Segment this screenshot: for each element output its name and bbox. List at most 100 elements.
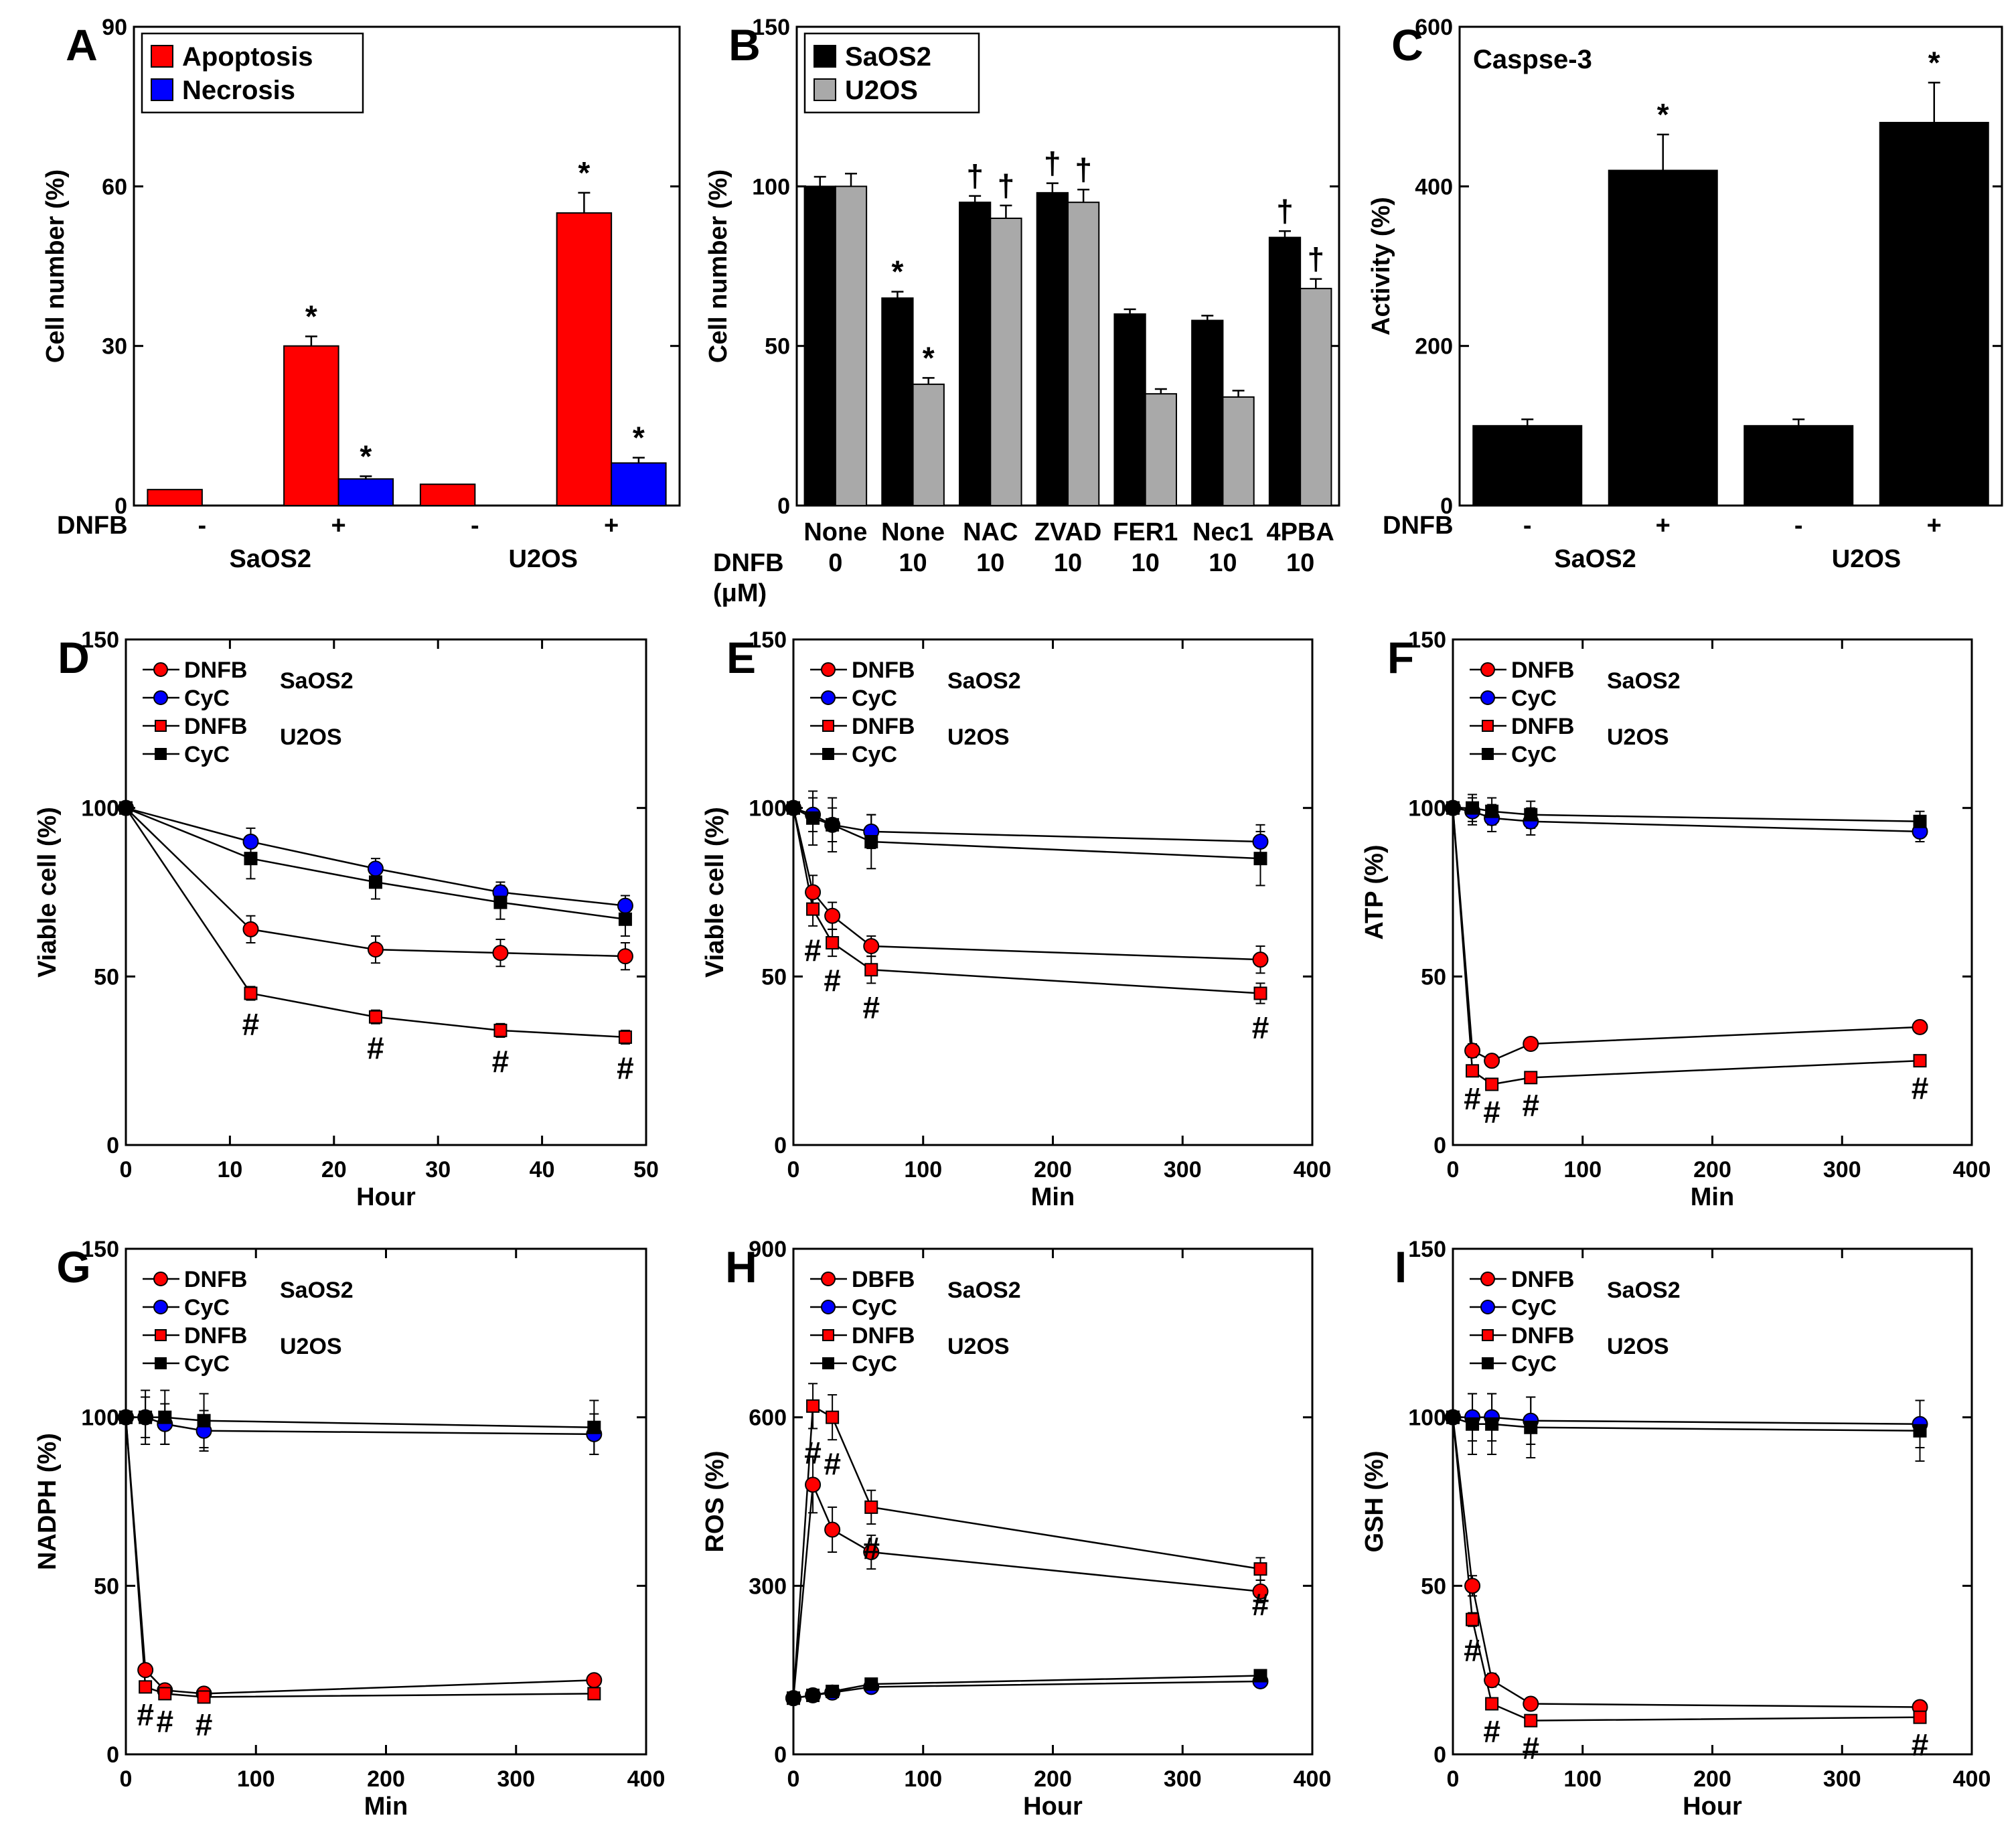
panel-d-ytick-label-3: 150 xyxy=(81,627,119,653)
panel-e-legend-label-2: DNFB xyxy=(852,714,915,739)
panel-c-bar-caspase-3-1 xyxy=(1608,169,1718,506)
panel-a-significance-mark-3-1: * xyxy=(633,421,645,455)
panel-f-series-0-point-3 xyxy=(1523,1036,1539,1052)
panel-a-legend-label-0: Apoptosis xyxy=(182,42,313,72)
panel-i-series-2-point-2 xyxy=(1485,1697,1499,1711)
panel-d-series-3-point-2 xyxy=(368,875,382,889)
panel-i-series-2-significance-mark-4: # xyxy=(1912,1728,1929,1762)
panel-h-xtick-label-2: 200 xyxy=(1034,1766,1072,1792)
panel-h-legend-group-1: U2OS xyxy=(947,1334,1010,1359)
panel-b-category-label-1: None xyxy=(881,518,945,546)
panel-d-legend-label-2: DNFB xyxy=(184,714,247,739)
panel-d-series-2-line xyxy=(125,807,625,1039)
panel-f-legend-marker-3 xyxy=(1482,748,1494,760)
panel-d-legend-marker-1 xyxy=(153,690,168,705)
panel-h-series-2-point-1 xyxy=(806,1399,820,1413)
panel-i-series-3-point-0 xyxy=(1446,1410,1460,1424)
panel-h-xtick-label-3: 300 xyxy=(1164,1766,1202,1792)
panel-b-ytick-label-1: 50 xyxy=(765,334,790,360)
panel-c-bar-caspase-3-2 xyxy=(1743,425,1854,506)
panel-e-series-1-point-4 xyxy=(1252,834,1269,850)
panel-b-category-label-0: None xyxy=(803,518,867,546)
panel-b-bar-u2os-3 xyxy=(1067,202,1100,506)
panel-d-legend-label-0: DNFB xyxy=(184,658,247,683)
panel-b-significance-mark-1-1: * xyxy=(923,340,935,375)
panel-d-ytick-label-2: 100 xyxy=(81,796,119,822)
panel-i-ytick-label-2: 100 xyxy=(1408,1405,1446,1431)
panel-i-xtick-label-2: 200 xyxy=(1693,1766,1731,1792)
panel-g-series-2-significance-mark-2: # xyxy=(156,1703,173,1738)
panel-h-series-2-significance-mark-1: # xyxy=(804,1435,822,1470)
panel-b-category-label-4: FER1 xyxy=(1113,518,1178,546)
panel-b-bar-u2os-6 xyxy=(1300,287,1332,506)
panel-a-bar-apoptosis-0 xyxy=(147,489,203,507)
panel-a-bar-necrosis-3 xyxy=(611,462,667,507)
panel-e-xtick-label-4: 400 xyxy=(1294,1157,1332,1182)
panel-c-category-label-3: + xyxy=(1927,512,1942,540)
panel-f-legend-marker-1 xyxy=(1480,690,1495,705)
panel-g-legend-marker-1 xyxy=(153,1300,168,1314)
panel-d-panel-label: D xyxy=(58,633,90,682)
panel-i-ytick-label-3: 150 xyxy=(1408,1237,1446,1262)
panel-f-series-0-point-1 xyxy=(1464,1043,1481,1059)
panel-g-legend-marker-0 xyxy=(153,1272,168,1286)
panel-i-ytick-label-0: 0 xyxy=(1433,1742,1446,1768)
panel-g-xtick-label-3: 300 xyxy=(497,1766,535,1792)
panel-d-series-1-point-4 xyxy=(617,897,633,914)
panel-d-series-2-significance-mark-1: # xyxy=(242,1007,260,1042)
panel-g-series-2-point-4 xyxy=(587,1687,601,1701)
panel-a-category-label-1: + xyxy=(331,512,346,540)
panel-c-group-label-0: SaOS2 xyxy=(1554,545,1636,573)
panel-b-bar-saos2-2 xyxy=(959,202,992,506)
panel-c-significance-mark-3-0: * xyxy=(1928,45,1940,80)
panel-f-legend-group-0: SaOS2 xyxy=(1607,668,1681,694)
panel-e-series-0-point-3 xyxy=(863,938,880,955)
panel-f-series-3-point-1 xyxy=(1466,801,1480,815)
panel-c: 0 200 400 600 Activity (%) C - * + - * + DNFB SaOS2 U2… xyxy=(1367,15,2003,573)
panel-g-ytick-label-3: 150 xyxy=(81,1237,119,1262)
panel-e-series-0-point-1 xyxy=(805,884,822,901)
panel-i-series-3-point-3 xyxy=(1524,1420,1538,1434)
panel-i-legend-marker-1 xyxy=(1480,1300,1495,1314)
panel-f-series-3-point-2 xyxy=(1485,804,1499,818)
panel-g-series-2-line xyxy=(125,1417,595,1698)
panel-g-series-0-point-4 xyxy=(586,1672,603,1689)
panel-i-legend-label-2: DNFB xyxy=(1511,1323,1574,1349)
panel-e-panel-label: E xyxy=(726,633,756,682)
panel-d-series-0-point-4 xyxy=(617,948,633,965)
panel-h-xtick-label-0: 0 xyxy=(787,1766,800,1792)
panel-b-significance-mark-6-0: † xyxy=(1276,194,1294,228)
panel-c-category-label-1: + xyxy=(1656,512,1671,540)
panel-d-xtick-label-5: 50 xyxy=(633,1157,659,1182)
panel-h-legend-label-3: CyC xyxy=(852,1351,897,1377)
panel-e-legend-marker-1 xyxy=(821,690,836,705)
panel-f-xtick-label-1: 100 xyxy=(1563,1157,1602,1182)
panel-e-series-3-point-1 xyxy=(806,811,820,825)
panel-a-panel-label: A xyxy=(66,20,98,70)
panel-a-bar-apoptosis-2 xyxy=(419,483,476,507)
panel-h-series-0-point-3 xyxy=(863,1544,880,1560)
panel-g-legend-group-0: SaOS2 xyxy=(280,1278,354,1303)
panel-f-ytick-label-0: 0 xyxy=(1433,1133,1446,1158)
panel-f-series-2-significance-mark-1: # xyxy=(1464,1081,1481,1116)
panel-d-series-3-point-0 xyxy=(119,801,133,815)
panel-f-series-0-point-4 xyxy=(1912,1018,1928,1035)
panel-a-legend-box xyxy=(141,32,364,114)
panel-e-legend-marker-3 xyxy=(822,748,834,760)
panel-d-series-2-significance-mark-4: # xyxy=(617,1051,634,1085)
panel-g-series-3-point-4 xyxy=(587,1420,601,1434)
panel-g-legend-marker-3 xyxy=(155,1357,167,1369)
panel-e-series-0-point-2 xyxy=(824,907,841,924)
panel-f-xtick-label-0: 0 xyxy=(1447,1157,1460,1182)
panel-e-series-3-point-0 xyxy=(787,801,800,815)
panel-i-xtick-label-4: 400 xyxy=(1953,1766,1991,1792)
panel-b-significance-mark-3-0: † xyxy=(1044,146,1061,181)
panel-f-legend-marker-2 xyxy=(1482,720,1494,732)
panel-d-series-0-point-1 xyxy=(242,921,259,937)
panel-g-xtick-label-2: 200 xyxy=(367,1766,405,1792)
panel-c-ytick-label-3: 600 xyxy=(1415,15,1453,40)
panel-b-significance-mark-1-0: * xyxy=(891,254,903,289)
panel-e-series-2-point-3 xyxy=(864,963,878,977)
